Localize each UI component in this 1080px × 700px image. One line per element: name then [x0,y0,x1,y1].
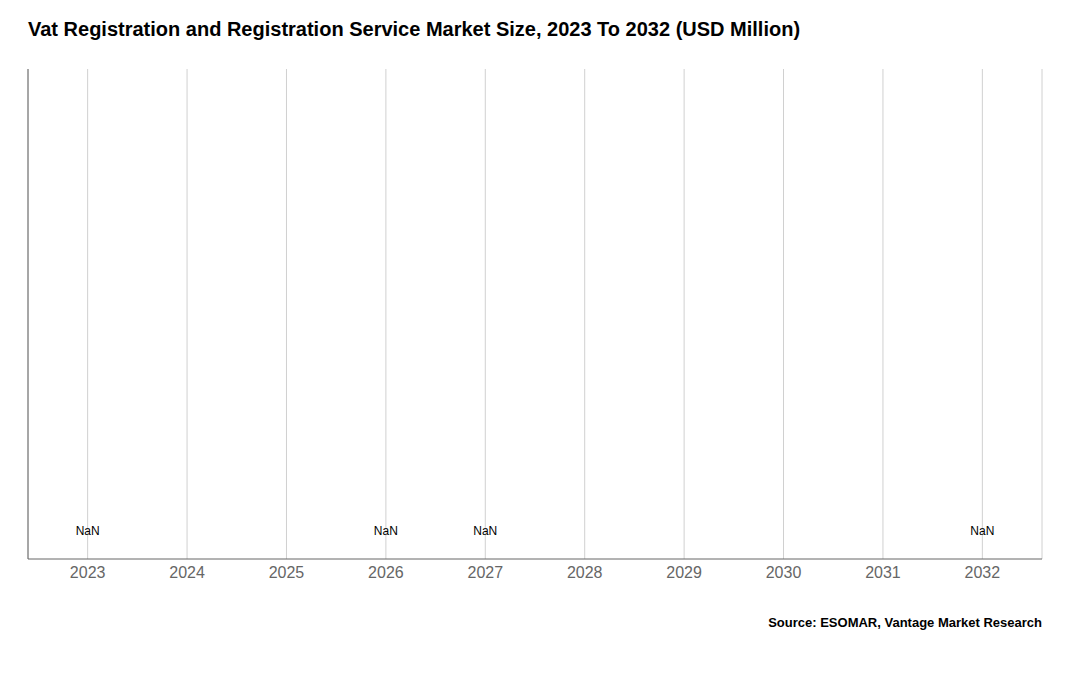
svg-text:2029: 2029 [666,564,702,581]
svg-text:2032: 2032 [965,564,1001,581]
svg-text:NaN: NaN [76,524,100,538]
svg-text:2023: 2023 [70,564,106,581]
svg-text:2031: 2031 [865,564,901,581]
svg-text:2027: 2027 [467,564,503,581]
svg-text:2025: 2025 [269,564,305,581]
html-text:Vat Registration and Registrat: Vat Registration and Registration Servic… [28,18,801,40]
svg-text:NaN: NaN [374,524,398,538]
html-text:Source: ESOMAR, Vantage Market: Source: ESOMAR, Vantage Market Research [768,615,1042,630]
svg-text:NaN: NaN [473,524,497,538]
svg-text:2026: 2026 [368,564,404,581]
svg-text:2028: 2028 [567,564,603,581]
svg-text:NaN: NaN [970,524,994,538]
svg-text:2024: 2024 [169,564,205,581]
svg-text:2030: 2030 [766,564,802,581]
